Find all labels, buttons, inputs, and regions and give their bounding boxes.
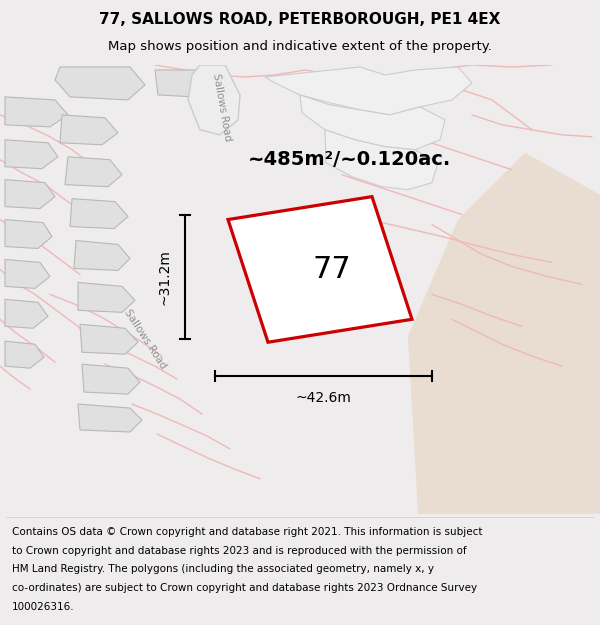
Polygon shape (74, 241, 130, 271)
Polygon shape (408, 152, 600, 514)
Polygon shape (155, 70, 210, 97)
Polygon shape (78, 404, 142, 432)
Polygon shape (70, 199, 128, 229)
Polygon shape (5, 179, 55, 209)
Polygon shape (5, 299, 48, 328)
Polygon shape (5, 140, 58, 169)
Polygon shape (188, 65, 240, 135)
Polygon shape (80, 324, 138, 354)
Polygon shape (78, 282, 135, 312)
Text: to Crown copyright and database rights 2023 and is reproduced with the permissio: to Crown copyright and database rights 2… (12, 546, 467, 556)
Text: Contains OS data © Crown copyright and database right 2021. This information is : Contains OS data © Crown copyright and d… (12, 527, 482, 537)
Polygon shape (5, 259, 50, 288)
Polygon shape (325, 130, 438, 189)
Text: Map shows position and indicative extent of the property.: Map shows position and indicative extent… (108, 40, 492, 53)
Polygon shape (228, 197, 412, 342)
Polygon shape (265, 67, 472, 115)
Polygon shape (5, 97, 68, 127)
Text: HM Land Registry. The polygons (including the associated geometry, namely x, y: HM Land Registry. The polygons (includin… (12, 564, 434, 574)
Polygon shape (300, 95, 445, 150)
Text: ~42.6m: ~42.6m (296, 391, 352, 405)
Polygon shape (55, 67, 145, 100)
Text: 77: 77 (313, 255, 352, 284)
Text: ~485m²/~0.120ac.: ~485m²/~0.120ac. (248, 150, 452, 169)
Polygon shape (5, 341, 44, 368)
Polygon shape (82, 364, 140, 394)
Text: ~31.2m: ~31.2m (158, 249, 172, 305)
Polygon shape (60, 115, 118, 145)
Polygon shape (5, 219, 52, 249)
Text: 100026316.: 100026316. (12, 602, 74, 612)
Polygon shape (65, 157, 122, 187)
Text: Sallows Road: Sallows Road (122, 308, 168, 371)
Text: Sallows Road: Sallows Road (211, 72, 233, 141)
Text: 77, SALLOWS ROAD, PETERBOROUGH, PE1 4EX: 77, SALLOWS ROAD, PETERBOROUGH, PE1 4EX (100, 12, 500, 27)
Text: co-ordinates) are subject to Crown copyright and database rights 2023 Ordnance S: co-ordinates) are subject to Crown copyr… (12, 583, 477, 593)
